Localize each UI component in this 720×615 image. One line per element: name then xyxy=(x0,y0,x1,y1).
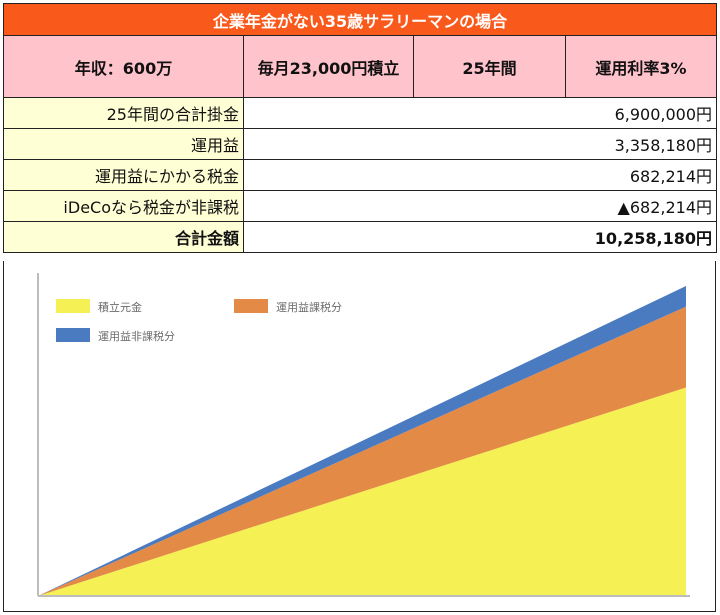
header-row: 年収：600万 毎月23,000円積立 25年間 運用利率3% xyxy=(3,35,718,98)
row-value: 6,900,000円 xyxy=(242,97,718,129)
header-monthly: 毎月23,000円積立 xyxy=(243,35,414,98)
area-series-2 xyxy=(38,286,686,596)
total-label: 合計金額 xyxy=(3,221,244,253)
row-label: 25年間の合計掛金 xyxy=(3,97,244,129)
summary-table-wrapper: 企業年金がない35歳サラリーマンの場合 年収：600万 毎月23,000円積立 … xyxy=(2,3,718,253)
row-label: iDeCoなら税金が非課税 xyxy=(3,190,244,222)
area-layer xyxy=(38,286,686,596)
table-row: iDeCoなら税金が非課税 ▲682,214円 xyxy=(3,190,718,222)
legend-label-2: 運用益非課税分 xyxy=(98,329,175,343)
table-row: 運用益にかかる税金 682,214円 xyxy=(3,159,718,191)
legend-swatch-1 xyxy=(234,299,268,313)
row-label: 運用益 xyxy=(3,128,244,160)
table-row: 25年間の合計掛金 6,900,000円 xyxy=(3,97,718,129)
header-years: 25年間 xyxy=(413,35,566,98)
legend-swatch-0 xyxy=(56,299,90,313)
header-income: 年収：600万 xyxy=(3,35,244,98)
chart-container: 積立元金 運用益課税分運用益非課税分 xyxy=(3,261,716,612)
total-value: 10,258,180円 xyxy=(242,221,718,253)
header-rate: 運用利率3% xyxy=(564,35,718,98)
legend-label-1: 運用益課税分 xyxy=(276,300,342,314)
legend-swatch-2 xyxy=(56,328,90,342)
summary-table: 企業年金がない35歳サラリーマンの場合 年収：600万 毎月23,000円積立 … xyxy=(2,3,718,253)
row-value: 682,214円 xyxy=(242,159,718,191)
row-label: 運用益にかかる税金 xyxy=(3,159,244,191)
legend-label-0: 積立元金 xyxy=(98,300,142,314)
row-value: 3,358,180円 xyxy=(242,128,718,160)
table-title: 企業年金がない35歳サラリーマンの場合 xyxy=(2,3,718,36)
row-value: ▲682,214円 xyxy=(242,190,718,222)
title-row: 企業年金がない35歳サラリーマンの場合 xyxy=(2,3,718,36)
table-row: 運用益 3,358,180円 xyxy=(3,128,718,160)
total-row: 合計金額 10,258,180円 xyxy=(3,221,718,253)
